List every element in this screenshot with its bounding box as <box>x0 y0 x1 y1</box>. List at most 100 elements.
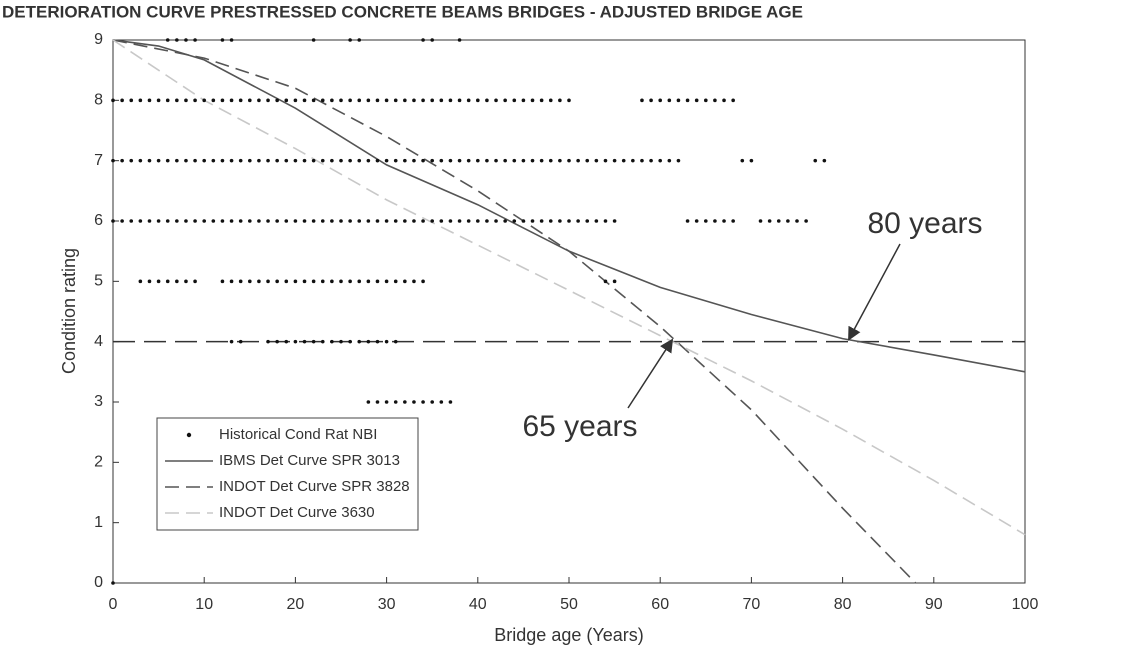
data-point <box>339 339 343 344</box>
data-point <box>412 158 416 163</box>
data-point <box>658 158 662 163</box>
data-point <box>439 98 444 103</box>
data-point <box>320 339 325 344</box>
data-point <box>439 219 444 223</box>
data-point <box>175 98 179 103</box>
data-point <box>722 98 726 103</box>
legend-box <box>156 417 419 531</box>
data-point <box>694 98 699 103</box>
data-point <box>558 158 562 163</box>
data-point <box>311 279 316 284</box>
data-point <box>403 98 407 103</box>
data-point <box>275 339 279 344</box>
data-point <box>339 158 343 163</box>
data-point <box>165 98 170 103</box>
data-point <box>694 219 699 223</box>
data-point <box>749 158 754 163</box>
data-point <box>339 98 343 103</box>
data-point <box>138 279 143 284</box>
data-point <box>348 219 352 223</box>
data-point <box>238 339 243 344</box>
data-point <box>631 158 635 163</box>
data-point <box>248 158 252 163</box>
data-point <box>539 98 544 103</box>
data-point <box>165 219 170 223</box>
data-point <box>430 98 435 103</box>
data-point <box>521 98 526 103</box>
data-point <box>530 219 535 223</box>
data-point <box>311 38 316 42</box>
data-point <box>421 279 425 284</box>
data-point <box>211 158 216 163</box>
data-point <box>266 219 270 223</box>
data-point <box>393 219 398 223</box>
x-tick-label: 40 <box>469 596 487 613</box>
data-point <box>466 219 471 223</box>
data-point <box>448 158 453 163</box>
data-point <box>229 279 234 284</box>
data-point <box>494 219 498 223</box>
legend-label: INDOT Det Curve SPR 3828 <box>219 478 410 495</box>
data-point <box>111 581 115 585</box>
y-tick-label: 5 <box>94 273 103 290</box>
data-point <box>776 219 781 223</box>
data-point <box>621 158 626 163</box>
data-point <box>357 158 362 163</box>
data-point <box>548 219 553 223</box>
data-point <box>138 98 143 103</box>
data-point <box>229 219 234 223</box>
x-axis-label: Bridge age (Years) <box>494 625 643 645</box>
data-point <box>503 98 507 103</box>
data-point <box>193 98 197 103</box>
data-point <box>330 279 334 284</box>
data-point <box>594 219 599 223</box>
data-point <box>722 219 726 223</box>
data-point <box>795 219 799 223</box>
data-point <box>548 98 553 103</box>
data-point <box>275 158 279 163</box>
data-point <box>412 400 416 404</box>
data-point <box>120 98 124 103</box>
data-point <box>403 400 407 404</box>
data-point <box>357 339 362 344</box>
data-point <box>448 219 453 223</box>
data-point <box>539 219 544 223</box>
data-point <box>238 279 243 284</box>
data-point <box>430 219 435 223</box>
data-point <box>284 339 289 344</box>
data-point <box>339 219 343 223</box>
legend-label: INDOT Det Curve 3630 <box>219 504 375 521</box>
data-point <box>448 98 453 103</box>
y-tick-label: 1 <box>94 514 103 531</box>
data-point <box>366 98 371 103</box>
data-point <box>147 98 152 103</box>
data-point <box>311 339 316 344</box>
data-point <box>421 219 425 223</box>
data-point <box>603 279 608 284</box>
data-point <box>266 158 270 163</box>
data-point <box>704 219 708 223</box>
data-point <box>320 279 325 284</box>
data-point <box>457 219 462 223</box>
data-point <box>585 219 590 223</box>
data-point <box>229 158 234 163</box>
data-point <box>284 98 289 103</box>
data-point <box>193 38 197 42</box>
data-point <box>740 158 745 163</box>
data-point <box>111 219 115 223</box>
data-point <box>366 400 371 404</box>
data-point <box>530 158 535 163</box>
data-point <box>521 158 526 163</box>
data-point <box>704 98 708 103</box>
x-tick-label: 20 <box>287 596 305 613</box>
data-point <box>202 158 206 163</box>
data-point <box>366 279 371 284</box>
data-point <box>266 279 270 284</box>
data-point <box>612 219 617 223</box>
data-point <box>257 219 261 223</box>
data-point <box>311 219 316 223</box>
data-point <box>266 339 270 344</box>
data-point <box>184 98 188 103</box>
x-tick-label: 0 <box>109 596 118 613</box>
data-point <box>421 158 425 163</box>
